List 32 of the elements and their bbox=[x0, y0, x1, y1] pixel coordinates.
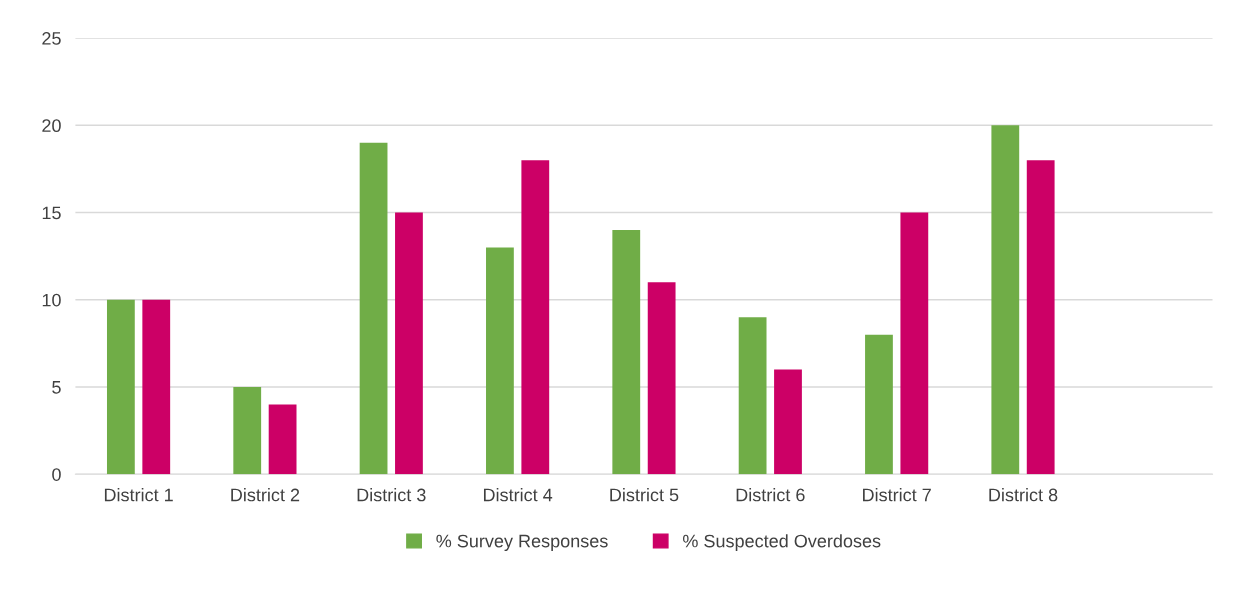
y-tick-label: 20 bbox=[42, 119, 61, 133]
x-tick-label: District 3 bbox=[357, 488, 426, 502]
bar bbox=[395, 212, 423, 475]
y-tick-label: 15 bbox=[42, 206, 61, 220]
y-tick-label: 0 bbox=[52, 468, 61, 481]
bar bbox=[521, 160, 550, 475]
bar bbox=[268, 404, 297, 475]
bar bbox=[647, 282, 676, 475]
bar bbox=[359, 142, 388, 475]
bar bbox=[991, 125, 1020, 475]
bar bbox=[233, 386, 262, 475]
x-tick-label: District 6 bbox=[736, 488, 805, 502]
legend-label: % Suspected Overdoses bbox=[683, 534, 881, 552]
bar bbox=[612, 229, 641, 475]
y-tick-label: 10 bbox=[42, 293, 61, 307]
x-tick-label: District 4 bbox=[483, 488, 553, 502]
bar bbox=[738, 317, 767, 475]
bar bbox=[865, 334, 893, 475]
y-tick-label: 25 bbox=[42, 32, 61, 45]
x-tick-label: District 1 bbox=[104, 488, 173, 502]
bar bbox=[900, 212, 929, 475]
bar bbox=[1026, 160, 1055, 475]
x-tick-label: District 2 bbox=[231, 488, 300, 502]
x-tick-label: District 5 bbox=[610, 488, 679, 502]
bar bbox=[106, 299, 135, 475]
x-tick-label: District 8 bbox=[989, 488, 1058, 502]
bar bbox=[486, 247, 514, 475]
bar bbox=[774, 369, 802, 475]
y-tick-label: 5 bbox=[52, 381, 61, 394]
legend-label: % Survey Responses bbox=[436, 534, 608, 552]
bar bbox=[142, 299, 171, 475]
x-tick-label: District 7 bbox=[863, 488, 931, 502]
